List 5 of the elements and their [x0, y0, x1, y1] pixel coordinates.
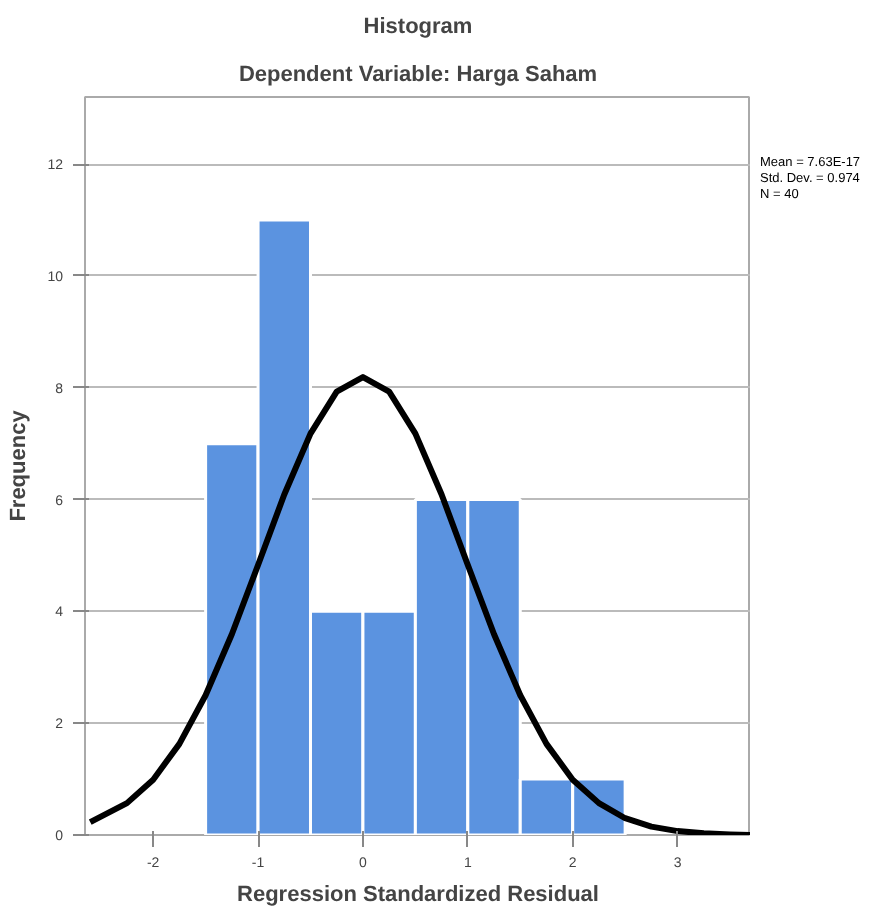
- chart-title: Histogram: [363, 15, 473, 39]
- chart-subtitle: Dependent Variable: Harga Saham: [238, 63, 598, 87]
- line-series: [87, 374, 750, 835]
- x-axis-title: Regression Standardized Residual: [237, 883, 599, 907]
- y-axis-title: Frequency: [7, 408, 32, 522]
